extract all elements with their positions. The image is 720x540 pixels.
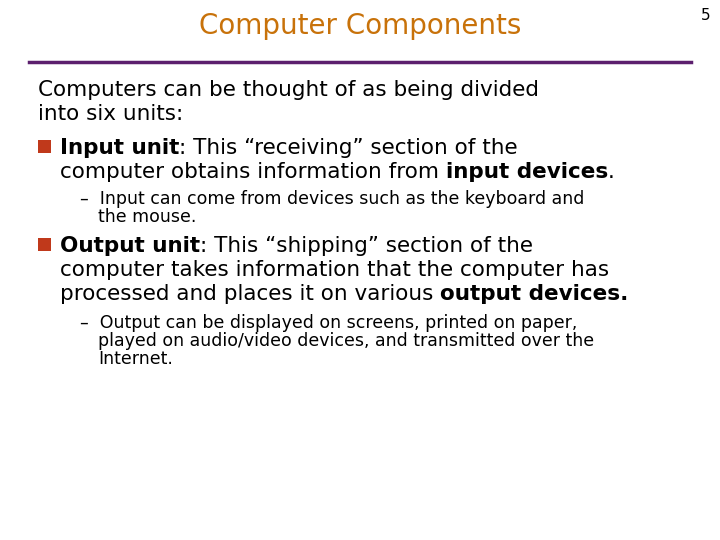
Text: processed and places it on various: processed and places it on various xyxy=(60,284,440,304)
Bar xyxy=(38,140,51,153)
Text: Input unit: Input unit xyxy=(60,138,179,158)
Text: Computer Components: Computer Components xyxy=(199,12,521,40)
Text: computer takes information that the computer has: computer takes information that the comp… xyxy=(60,260,609,280)
Text: Computers can be thought of as being divided: Computers can be thought of as being div… xyxy=(38,80,539,100)
Text: 5: 5 xyxy=(701,8,710,23)
Text: the mouse.: the mouse. xyxy=(98,208,197,226)
Text: input devices: input devices xyxy=(446,162,608,182)
Text: played on audio/video devices, and transmitted over the: played on audio/video devices, and trans… xyxy=(98,332,594,350)
Text: –  Input can come from devices such as the keyboard and: – Input can come from devices such as th… xyxy=(80,190,585,208)
Text: –  Output can be displayed on screens, printed on paper,: – Output can be displayed on screens, pr… xyxy=(80,314,577,332)
Text: : This “shipping” section of the: : This “shipping” section of the xyxy=(200,236,533,256)
Text: .: . xyxy=(608,162,615,182)
Bar xyxy=(38,238,51,251)
Text: Internet.: Internet. xyxy=(98,350,173,368)
Text: computer obtains information from: computer obtains information from xyxy=(60,162,446,182)
Text: into six units:: into six units: xyxy=(38,104,184,124)
Text: output devices.: output devices. xyxy=(440,284,629,304)
Text: : This “receiving” section of the: : This “receiving” section of the xyxy=(179,138,518,158)
Text: Output unit: Output unit xyxy=(60,236,200,256)
